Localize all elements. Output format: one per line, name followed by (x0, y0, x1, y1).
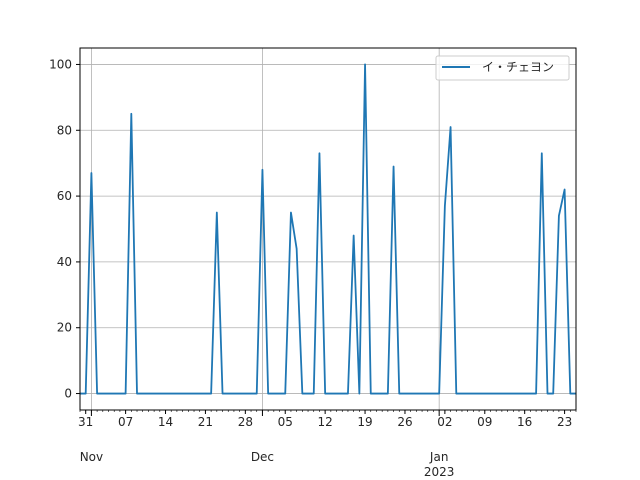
y-tick-label: 100 (49, 57, 72, 71)
x-tick-label: 28 (238, 415, 253, 429)
y-tick-label: 40 (57, 255, 72, 269)
x-tick-label: 07 (118, 415, 133, 429)
legend: イ・チェヨン (435, 55, 570, 81)
plot-frame (79, 47, 577, 411)
y-tick-label: 20 (57, 321, 72, 335)
x-month-label: Jan (429, 450, 449, 464)
legend-box (435, 55, 570, 81)
y-tick-label: 80 (57, 123, 72, 137)
y-tick-label: 0 (64, 387, 72, 401)
x-tick-label: 14 (158, 415, 173, 429)
series-line (80, 63, 576, 395)
x-month-label: Dec (251, 450, 274, 464)
series-layer (80, 63, 576, 395)
y-tick-label: 60 (57, 189, 72, 203)
x-tick-label: 05 (278, 415, 293, 429)
x-tick-label: 26 (397, 415, 412, 429)
x-tick-label: 19 (357, 415, 372, 429)
x-month-label: Nov (80, 450, 103, 464)
x-tick-label: 09 (477, 415, 492, 429)
x-tick-label: 23 (557, 415, 572, 429)
x-tick-label: 02 (437, 415, 452, 429)
x-tick-label: 16 (517, 415, 532, 429)
x-tick-label: 31 (78, 415, 93, 429)
x-year-label: 2023 (424, 465, 455, 479)
x-tick-label: 21 (198, 415, 213, 429)
legend-label: イ・チェヨン (482, 60, 554, 74)
grid (80, 48, 576, 410)
x-tick-label: 12 (318, 415, 333, 429)
y-axis: 0 20 40 60 80 100 (49, 57, 80, 401)
